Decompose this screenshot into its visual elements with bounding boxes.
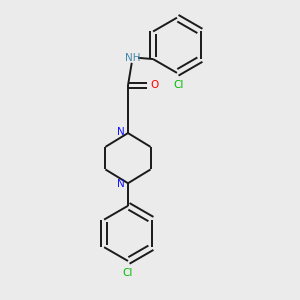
Text: N: N (117, 179, 125, 189)
Text: Cl: Cl (123, 268, 133, 278)
Text: NH: NH (125, 53, 141, 63)
Text: N: N (117, 128, 125, 137)
Text: O: O (150, 80, 158, 90)
Text: Cl: Cl (173, 80, 183, 90)
